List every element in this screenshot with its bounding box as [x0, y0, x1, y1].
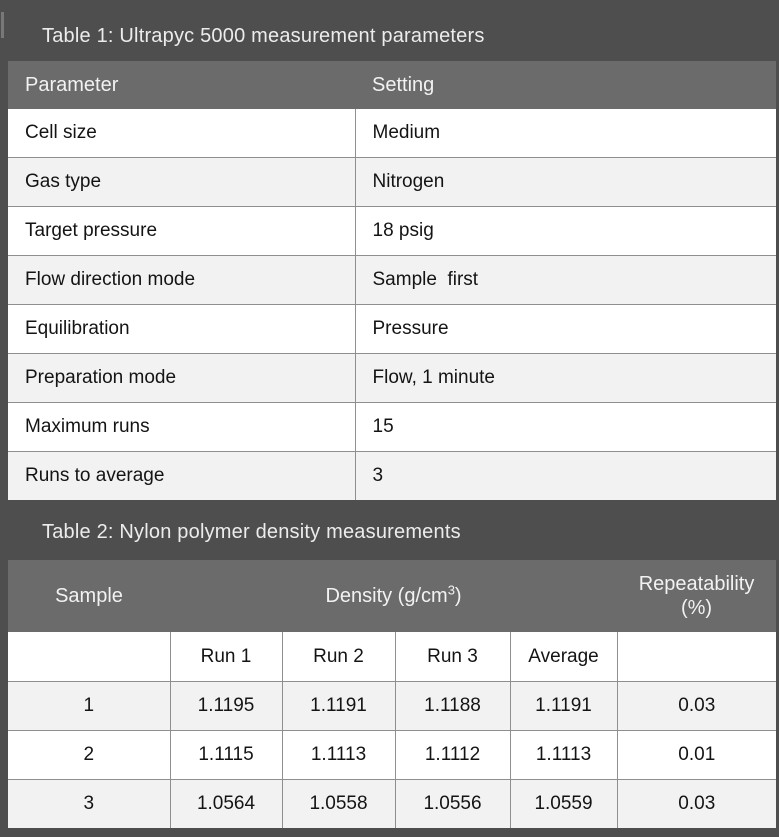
table1-measurement-parameters: Parameter Setting Cell size Medium Gas t… [8, 61, 776, 500]
repeatability-cell: 0.03 [616, 779, 777, 828]
repeatability-cell: 0.03 [616, 681, 777, 731]
run2-cell: 1.1113 [281, 730, 396, 780]
scan-edge-artifact [1, 12, 4, 38]
table-row: 2 1.1115 1.1113 1.1112 1.1113 0.01 [8, 730, 777, 780]
table-row: 3 1.0564 1.0558 1.0556 1.0559 0.03 [8, 779, 777, 828]
table1-header-row: Parameter Setting [8, 61, 776, 109]
setting-cell: Pressure [354, 304, 776, 354]
table2-col-header-density: Density (g/cm3) [170, 560, 618, 632]
table-row: Flow direction mode Sample first [8, 255, 776, 305]
setting-cell: Sample first [354, 255, 776, 305]
parameter-cell: Cell size [8, 109, 356, 158]
repeatability-label-line2: (%) [680, 597, 713, 619]
density-label: Density (g/cm [325, 585, 448, 607]
run1-cell: 1.1115 [169, 730, 283, 780]
table1-col-header-parameter: Parameter [8, 61, 355, 109]
repeatability-cell: 0.01 [616, 730, 777, 780]
empty-cell [8, 632, 171, 682]
table-row: Runs to average 3 [8, 451, 776, 500]
average-cell: 1.1113 [509, 730, 618, 780]
table-row: Equilibration Pressure [8, 304, 776, 354]
parameter-cell: Preparation mode [8, 353, 356, 403]
parameter-cell: Flow direction mode [8, 255, 356, 305]
density-label-close: ) [454, 585, 462, 607]
sample-cell: 3 [8, 779, 171, 828]
average-cell: 1.1191 [509, 681, 618, 731]
setting-cell: Nitrogen [354, 157, 776, 207]
parameter-cell: Maximum runs [8, 402, 356, 452]
table-row: Preparation mode Flow, 1 minute [8, 353, 776, 403]
empty-cell [616, 632, 777, 682]
run2-cell: 1.0558 [281, 779, 396, 828]
density-superscript: 3 [447, 582, 455, 598]
table-row: Maximum runs 15 [8, 402, 776, 452]
average-cell: 1.0559 [509, 779, 618, 828]
sample-cell: 2 [8, 730, 171, 780]
run3-cell: 1.0556 [394, 779, 511, 828]
parameter-cell: Equilibration [8, 304, 356, 354]
table-row: Cell size Medium [8, 109, 776, 158]
table2-subheader-row: Run 1 Run 2 Run 3 Average [8, 632, 777, 682]
setting-cell: Flow, 1 minute [354, 353, 776, 403]
table1-col-header-setting: Setting [355, 61, 776, 109]
table-row: Gas type Nitrogen [8, 157, 776, 207]
run3-cell: 1.1188 [394, 681, 511, 731]
run2-header-cell: Run 2 [281, 632, 396, 682]
run1-header-cell: Run 1 [169, 632, 283, 682]
table-row: Target pressure 18 psig [8, 206, 776, 256]
table-row: 1 1.1195 1.1191 1.1188 1.1191 0.03 [8, 681, 777, 731]
table2-col-header-sample: Sample [8, 560, 170, 632]
run3-header-cell: Run 3 [394, 632, 511, 682]
run1-cell: 1.0564 [169, 779, 283, 828]
run2-cell: 1.1191 [281, 681, 396, 731]
table2-col-header-repeatability: Repeatability (%) [617, 560, 777, 632]
table1-caption: Table 1: Ultrapyc 5000 measurement param… [42, 24, 485, 47]
sample-cell: 1 [8, 681, 171, 731]
parameter-cell: Target pressure [8, 206, 356, 256]
setting-cell: 15 [354, 402, 776, 452]
run3-cell: 1.1112 [394, 730, 511, 780]
table2-header-row: Sample Density (g/cm3) Repeatability (%) [8, 560, 777, 632]
table2-density-measurements: Sample Density (g/cm3) Repeatability (%)… [8, 560, 777, 828]
parameter-cell: Gas type [8, 157, 356, 207]
run1-cell: 1.1195 [169, 681, 283, 731]
setting-cell: 18 psig [354, 206, 776, 256]
setting-cell: 3 [354, 451, 776, 500]
parameter-cell: Runs to average [8, 451, 356, 500]
setting-cell: Medium [354, 109, 776, 158]
average-header-cell: Average [509, 632, 618, 682]
repeatability-label-line1: Repeatability [638, 573, 755, 595]
table2-caption: Table 2: Nylon polymer density measureme… [42, 520, 461, 543]
